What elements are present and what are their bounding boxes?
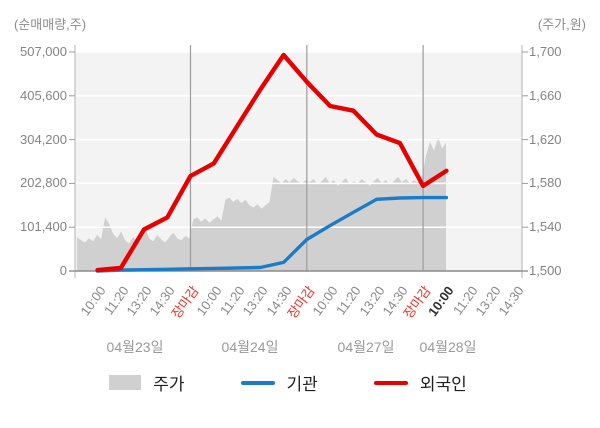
- left-axis-tick-label: 0: [59, 263, 67, 278]
- right-axis-tick-label: 1,540: [529, 219, 562, 235]
- date-label: 04월23일: [106, 339, 164, 355]
- left-axis-title: (순매매량,주): [14, 17, 87, 32]
- price-area: [77, 137, 446, 271]
- left-axis-tick-label: 304,200: [20, 131, 67, 147]
- right-axis-tick-label: 1,500: [529, 263, 562, 278]
- foreigner-line: [95, 52, 449, 273]
- left-axis-tick-label: 202,800: [20, 175, 67, 191]
- institution-line: [95, 195, 449, 273]
- right-axis-tick-label: 1,700: [529, 44, 562, 59]
- date-label: 04월24일: [221, 339, 279, 355]
- legend-label-institution: 기관: [286, 375, 318, 394]
- date-label: 04월28일: [419, 339, 477, 355]
- legend-item-institution: 기관: [240, 370, 318, 395]
- left-axis-tick-label: 101,400: [20, 219, 67, 235]
- legend-label-price: 주가: [153, 375, 185, 394]
- chart-legend: 주가 기관 외국인: [0, 370, 588, 395]
- foreigner-line-swatch: [373, 380, 408, 385]
- date-label: 04월27일: [337, 339, 395, 355]
- legend-item-foreigner: 외국인: [373, 370, 467, 395]
- left-axis-tick-label: 405,600: [20, 87, 67, 103]
- right-axis-tick-label: 1,620: [529, 131, 562, 147]
- price-area-swatch: [109, 375, 142, 390]
- legend-item-price: 주가: [109, 370, 185, 395]
- right-axis-title: (주가,원): [537, 17, 586, 32]
- right-axis-tick-label: 1,580: [529, 175, 562, 191]
- legend-label-foreigner: 외국인: [419, 375, 467, 394]
- institution-line-swatch: [240, 380, 275, 385]
- right-axis-tick-label: 1,660: [529, 87, 562, 103]
- left-axis-tick-label: 507,000: [20, 44, 67, 59]
